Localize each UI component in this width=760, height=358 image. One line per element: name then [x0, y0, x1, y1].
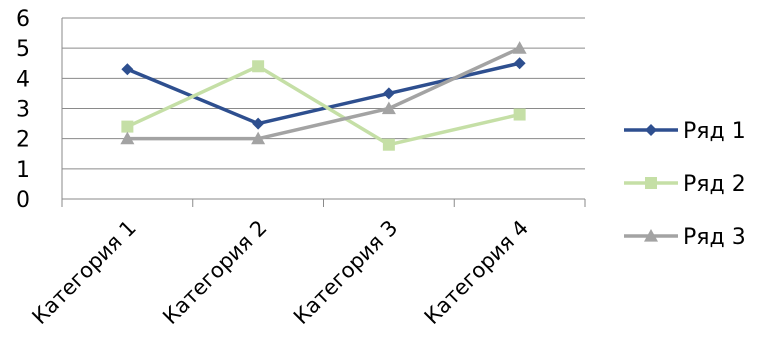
legend-item-1: Ряд 1 — [624, 119, 746, 144]
legend-label: Ряд 3 — [683, 225, 746, 250]
x-tick-label: Категория 4 — [420, 216, 533, 329]
data-point — [512, 41, 527, 54]
series-line — [125, 61, 522, 126]
data-point — [121, 63, 134, 76]
data-point — [252, 117, 265, 130]
y-tick-label: 1 — [16, 158, 30, 183]
x-tick-label: Категория 1 — [27, 216, 140, 329]
legend-label: Ряд 1 — [683, 119, 746, 144]
legend-marker — [645, 177, 657, 189]
series-line — [125, 64, 522, 147]
series-1 — [121, 57, 526, 130]
data-point — [251, 131, 266, 145]
y-tick-label: 4 — [16, 67, 30, 92]
legend-label: Ряд 2 — [683, 172, 746, 197]
data-point — [513, 57, 526, 70]
legend-marker — [645, 124, 657, 136]
legend-marker — [644, 229, 658, 242]
x-tick-label: Категория 2 — [158, 216, 271, 329]
y-tick-label: 3 — [16, 98, 30, 123]
y-tick-label: 2 — [16, 128, 30, 153]
series-line — [125, 46, 522, 141]
data-point — [513, 108, 526, 121]
data-point — [252, 60, 265, 73]
legend-item-3: Ряд 3 — [624, 225, 746, 250]
gridlines — [62, 17, 585, 170]
y-tick-label: 5 — [16, 37, 30, 62]
data-point — [381, 101, 396, 115]
x-tick-label: Категория 3 — [289, 216, 402, 329]
axes: 0 1 2 3 4 5 6 Категория 1 Категория 2 Категория 3… — [16, 7, 586, 329]
series-group — [120, 41, 527, 151]
data-point — [382, 87, 395, 100]
y-tick-label: 0 — [16, 188, 30, 213]
legend-item-2: Ряд 2 — [624, 172, 746, 197]
series-2 — [121, 60, 526, 151]
data-point — [120, 131, 135, 145]
y-tick-label: 6 — [16, 7, 30, 32]
data-point — [121, 120, 134, 133]
legend: Ряд 1 Ряд 2 Ряд 3 — [624, 119, 746, 250]
series-3 — [120, 41, 527, 145]
data-point — [382, 138, 395, 151]
